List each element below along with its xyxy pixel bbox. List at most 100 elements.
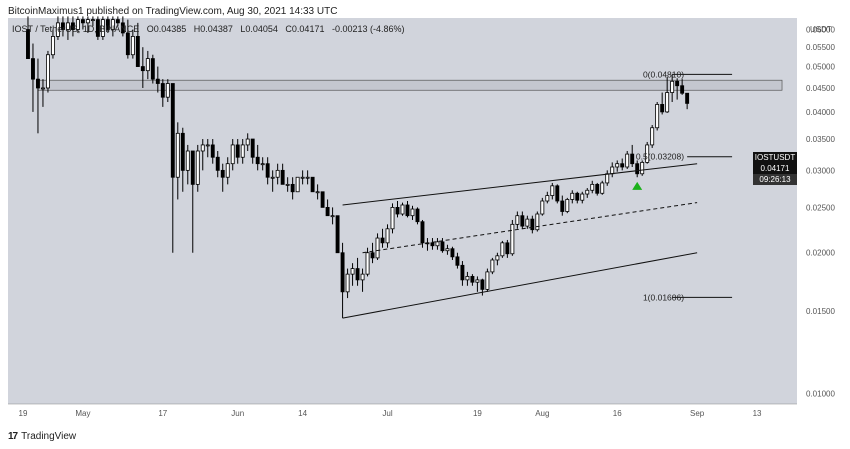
candle-body: [590, 183, 595, 191]
candle-body: [635, 163, 640, 175]
candle-body: [65, 22, 70, 30]
candle-body: [400, 204, 405, 215]
candle-body: [300, 176, 305, 179]
last-price-value-label: 0.04171: [753, 163, 797, 174]
symbol-name[interactable]: IOST / TetherUS, 1D, BINANCE: [12, 24, 140, 34]
candle-body: [505, 242, 510, 255]
candle-body: [530, 218, 535, 231]
ohlc-low: L0.04054: [240, 24, 278, 34]
candle-body: [360, 273, 365, 281]
candle-body: [260, 163, 265, 166]
price-tick-label: 0.04000: [806, 108, 835, 117]
candle-body: [405, 204, 410, 217]
candle-body: [55, 22, 60, 37]
candle-body: [620, 163, 625, 168]
candle-body: [365, 252, 370, 275]
price-tick-label: 0.03000: [806, 166, 835, 175]
fib-level-label: 0.5(0.03208): [636, 152, 684, 162]
candle-body: [470, 276, 475, 283]
candle-body: [230, 144, 235, 165]
candle-body: [320, 191, 325, 208]
candle-body: [490, 259, 495, 273]
price-tick-label: 0.04500: [806, 84, 835, 93]
support-triangle-icon: [632, 181, 643, 190]
candle-body: [355, 268, 360, 281]
candle-body: [660, 104, 665, 113]
candle-body: [46, 54, 50, 89]
candle-body: [350, 268, 355, 275]
time-tick-label: 19: [473, 409, 482, 418]
candle-body: [325, 207, 330, 217]
ohlc-open: O0.04385: [146, 24, 187, 34]
channel-line-lower: [342, 252, 698, 319]
price-tick-label: 0.06000: [806, 26, 835, 35]
candle-body: [340, 252, 345, 293]
candle-body: [375, 237, 380, 259]
candle-body: [105, 19, 110, 30]
fib-level-label: 0(0.04810): [643, 69, 684, 79]
candle-body: [585, 189, 590, 195]
candle-body: [650, 127, 655, 146]
candle-body: [315, 191, 320, 194]
candle-body: [290, 183, 295, 193]
candle-body: [345, 273, 350, 293]
candle-body: [220, 169, 225, 178]
candle-body: [550, 185, 555, 196]
candle-body: [75, 19, 80, 30]
candle-body: [285, 183, 290, 186]
candle-body: [555, 185, 560, 202]
candle-body: [280, 169, 285, 185]
candle-body: [305, 176, 310, 179]
price-tick-label: 0.05000: [806, 63, 835, 72]
time-tick-label: Aug: [535, 409, 549, 418]
candle-body: [295, 176, 300, 193]
candle-body: [100, 19, 105, 37]
candles-layer: [26, 16, 690, 319]
candle-body: [455, 256, 460, 266]
candle-body: [380, 237, 385, 244]
candle-body: [31, 58, 35, 80]
candle-body: [135, 36, 140, 67]
candle-body: [215, 156, 220, 171]
candle-body: [275, 169, 280, 178]
symbol-legend: IOST / TetherUS, 1D, BINANCE O0.04385 H0…: [12, 24, 410, 34]
time-tick-label: Sep: [690, 409, 705, 418]
candle-body: [270, 176, 275, 179]
candle-body: [195, 150, 200, 185]
candle-body: [165, 83, 170, 98]
candle-body: [535, 213, 540, 231]
candle-body: [200, 144, 205, 152]
candle-body: [600, 182, 605, 194]
candle-body: [450, 248, 455, 258]
price-axis[interactable]: 0.06000 0.05500 0.05000 0.04500 0.04000 0.035…: [797, 0, 850, 404]
candle-body: [675, 80, 680, 87]
tradingview-logo-icon[interactable]: 17: [8, 431, 18, 442]
footer: 17 TradingView: [8, 431, 76, 442]
candle-body: [435, 241, 440, 247]
time-tick-label: 16: [613, 409, 622, 418]
candle-body: [515, 215, 520, 225]
candle-body: [130, 36, 135, 56]
candle-body: [630, 153, 635, 165]
candle-body: [80, 19, 85, 24]
candle-body: [245, 138, 250, 146]
candle-body: [175, 132, 180, 178]
fib-levels-layer: 0(0.04810) 0.5(0.03208) 1(0.01606): [636, 69, 733, 302]
tradingview-brand[interactable]: TradingView: [21, 431, 77, 442]
candle-body: [335, 215, 340, 254]
price-tick-label: 0.02000: [806, 249, 835, 258]
candle-body: [510, 223, 515, 255]
candle-body: [445, 248, 450, 252]
time-tick-label: Jun: [231, 409, 244, 418]
candle-body: [180, 132, 185, 171]
candle-body: [680, 85, 685, 94]
time-tick-label: 19: [19, 409, 28, 418]
candle-body: [225, 163, 230, 178]
time-axis[interactable]: 19 May 17 Jun 14 Jul 19 Aug 16 Sep 13: [8, 403, 797, 418]
channel-line-upper: [342, 163, 698, 206]
ohlc-close: C0.04171: [285, 24, 325, 34]
candle-body: [665, 92, 670, 113]
time-tick-label: May: [75, 409, 90, 418]
time-tick-label: Jul: [382, 409, 392, 418]
